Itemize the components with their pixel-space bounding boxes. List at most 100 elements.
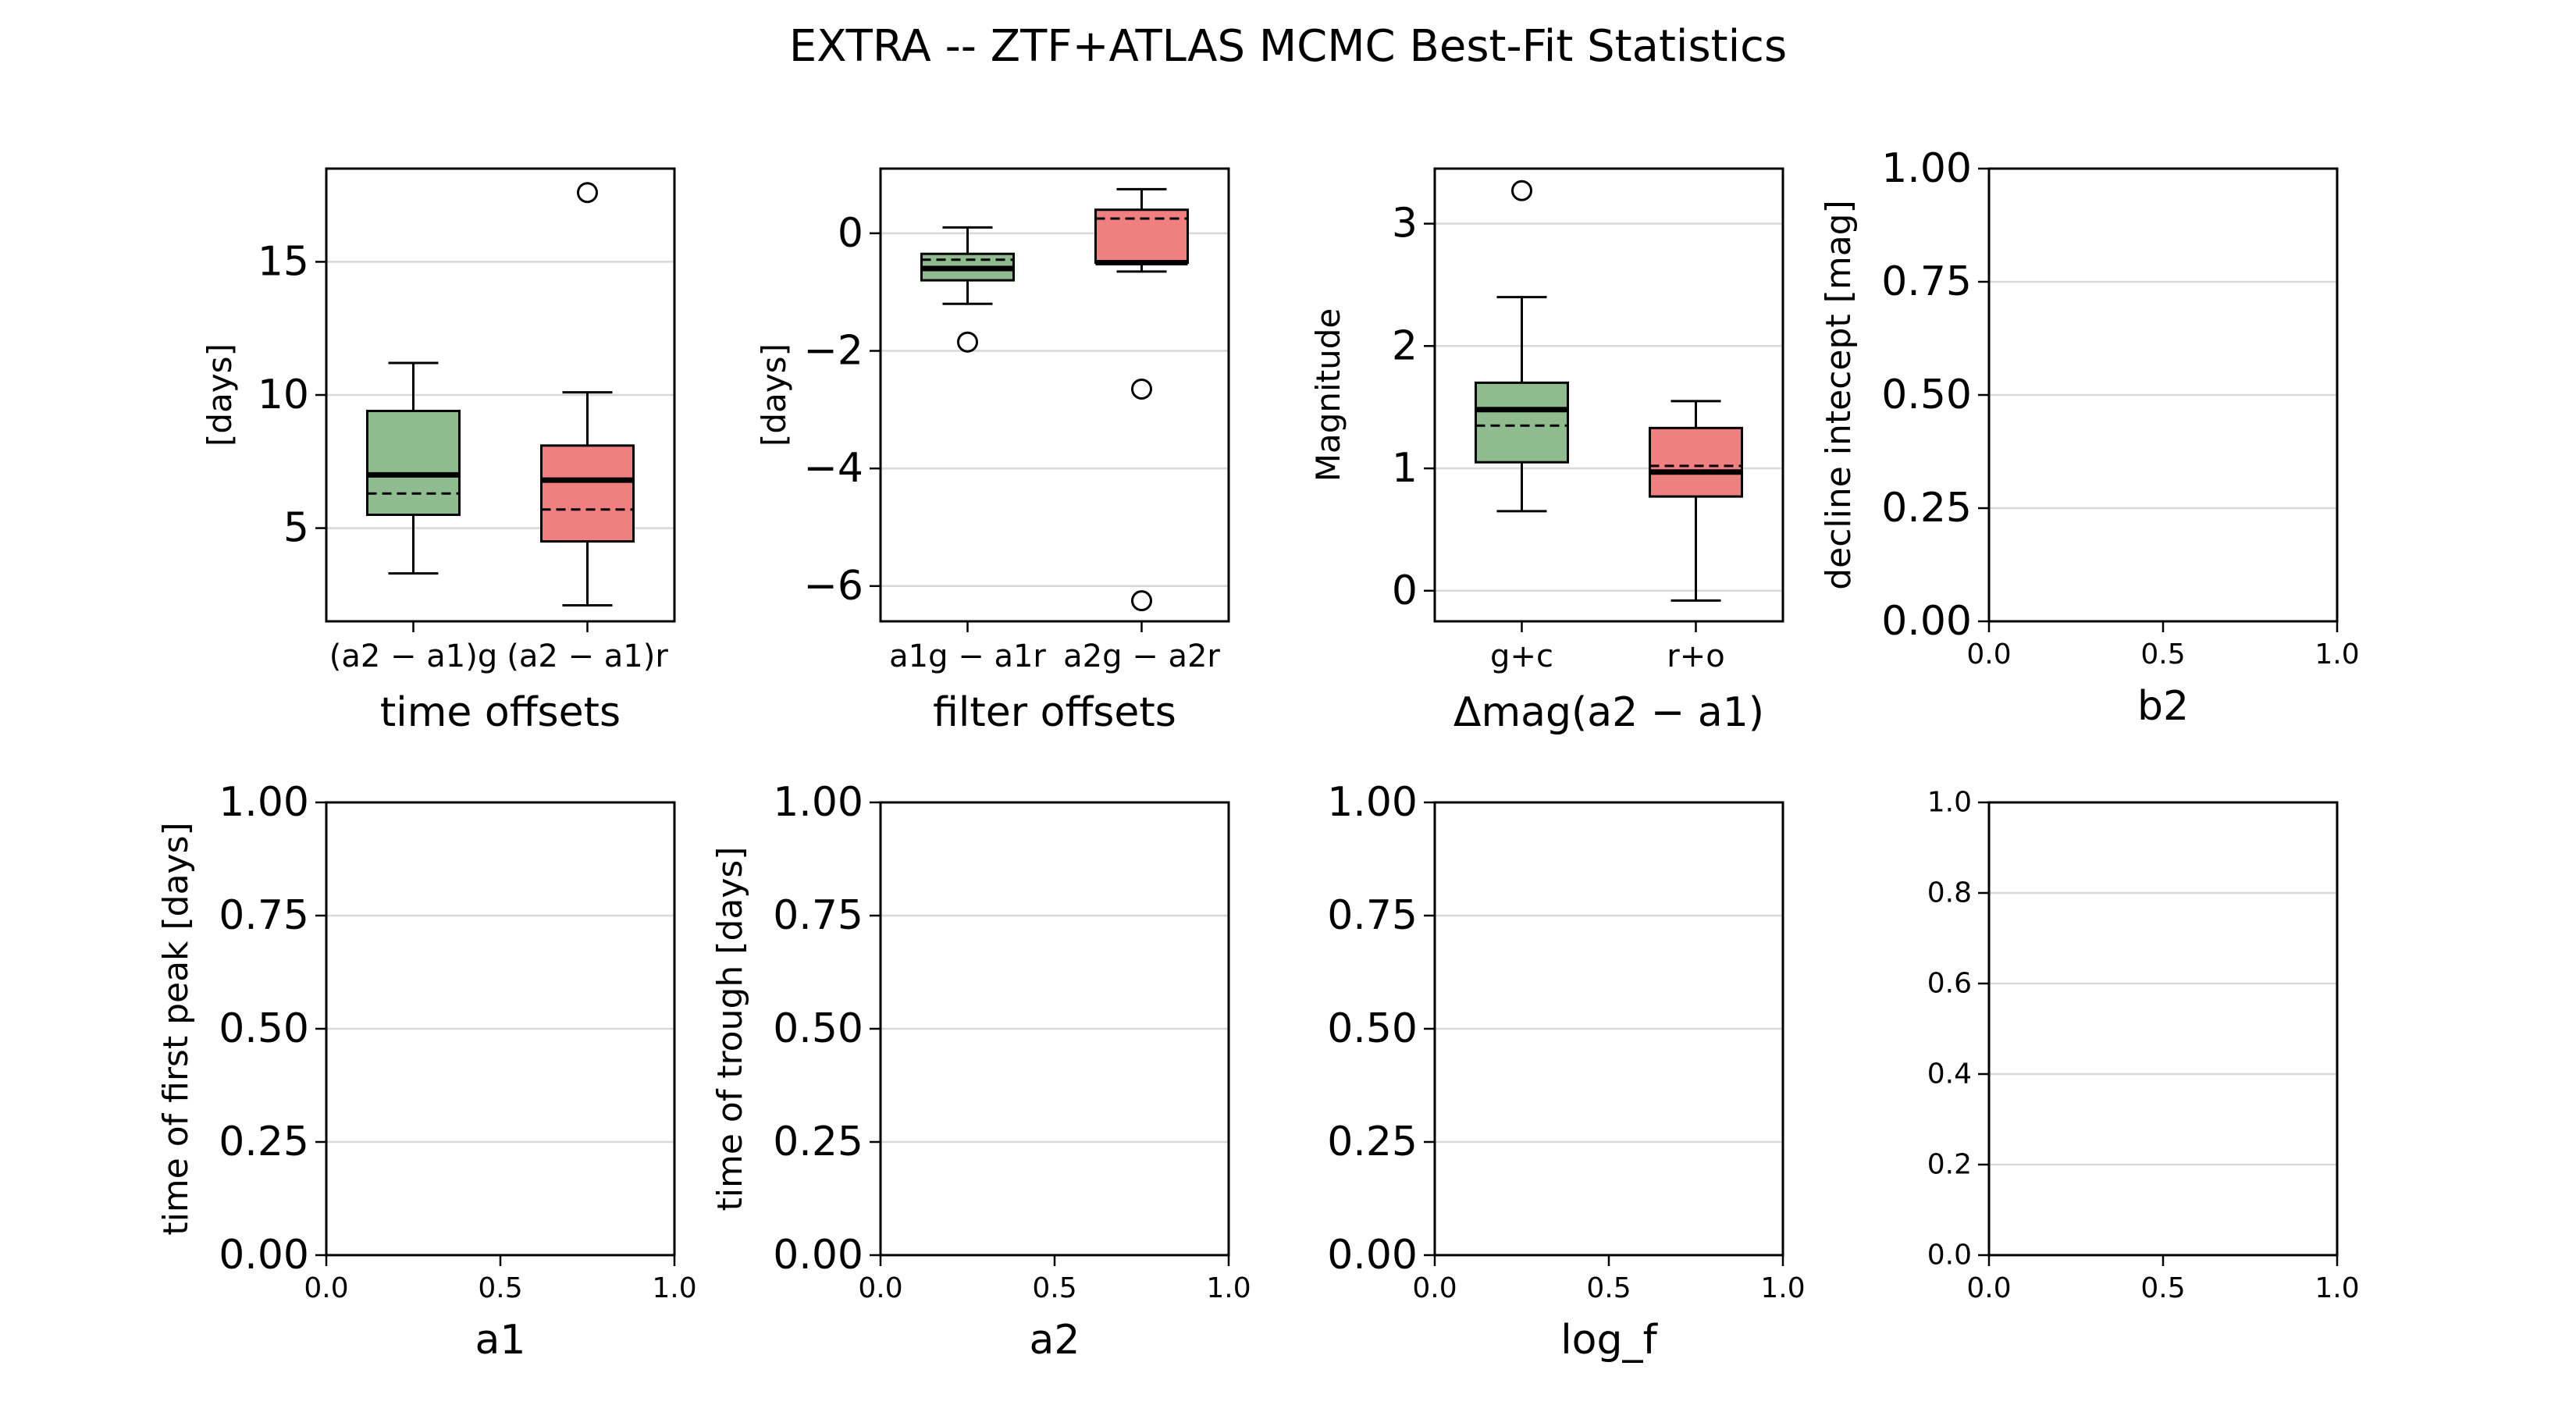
axes-frame xyxy=(325,167,676,623)
x-category-label: a2g − a2r xyxy=(1063,638,1220,674)
y-axis-label: decline intecept [mag] xyxy=(1819,200,1859,590)
y-tick-label: 0.2 xyxy=(1927,1149,1972,1181)
y-tick-label: 0.50 xyxy=(219,1005,309,1052)
box-1 xyxy=(1475,180,1569,513)
y-tick-label: 0.4 xyxy=(1927,1058,1972,1090)
x-tick-label: 0.0 xyxy=(1412,1272,1457,1304)
box-1 xyxy=(366,361,461,575)
x-axis-label: time offsets xyxy=(380,689,621,736)
x-tick-label: 0.5 xyxy=(2140,1272,2185,1304)
x-axis-label: log_f xyxy=(1560,1317,1658,1364)
x-category-label: r+o xyxy=(1667,638,1724,674)
chart-panel-4: 0.00 0.25 0.50 0.75 1.00 0.0 0.5 1.0 b2 decline i… xyxy=(1819,145,2360,730)
y-tick-label: 2 xyxy=(1392,322,1418,369)
y-tick-label: 0.25 xyxy=(1327,1119,1418,1165)
x-category-label: (a2 − a1)g xyxy=(329,638,497,674)
y-tick-label: 1.00 xyxy=(1881,145,1972,192)
y-tick-label: 0.50 xyxy=(773,1005,863,1052)
axes-frame xyxy=(325,801,676,1257)
y-tick-label: 1.00 xyxy=(773,779,863,826)
box-body xyxy=(366,409,461,517)
y-tick-label: −4 xyxy=(803,445,863,492)
y-tick-label: 1.00 xyxy=(1327,779,1418,826)
y-tick-label: −2 xyxy=(803,328,863,375)
y-tick-label: 0.50 xyxy=(1327,1005,1418,1052)
x-axis-label: b2 xyxy=(2137,683,2189,730)
box-2 xyxy=(1649,400,1743,602)
x-axis-label: a2 xyxy=(1030,1317,1080,1364)
axes-frame xyxy=(1433,801,1784,1257)
y-tick-label: 0.6 xyxy=(1927,968,1972,1000)
y-tick-label: 3 xyxy=(1392,201,1418,247)
y-tick-label: 0 xyxy=(838,210,863,257)
x-tick-label: 1.0 xyxy=(652,1272,696,1304)
x-axis-label: a1 xyxy=(475,1317,526,1364)
x-category-label: a1g − a1r xyxy=(889,638,1046,674)
axes-frame xyxy=(879,801,1230,1257)
y-tick-label: 1.00 xyxy=(219,779,309,826)
box-2 xyxy=(540,182,635,607)
x-category-label: (a2 − a1)r xyxy=(507,638,668,674)
x-tick-label: 0.5 xyxy=(478,1272,522,1304)
x-tick-label: 0.0 xyxy=(1966,638,2011,670)
y-axis-label: time of trough [days] xyxy=(710,847,750,1211)
y-tick-label: 0.75 xyxy=(1881,258,1972,305)
x-tick-label: 0.5 xyxy=(1032,1272,1076,1304)
y-axis-label: [days] xyxy=(201,343,239,446)
figure-title: EXTRA -- ZTF+ATLAS MCMC Best-Fit Statist… xyxy=(789,21,1787,72)
y-tick-label: 0.75 xyxy=(1327,892,1418,939)
x-tick-label: 0.5 xyxy=(2140,638,2185,670)
y-axis-label: time of first peak [days] xyxy=(156,822,196,1235)
y-tick-label: 15 xyxy=(258,238,309,285)
x-tick-label: 0.0 xyxy=(304,1272,348,1304)
y-tick-label: 0.75 xyxy=(219,892,309,939)
box-body xyxy=(540,444,635,543)
box-body xyxy=(1649,426,1743,498)
x-tick-label: 1.0 xyxy=(2314,638,2359,670)
y-tick-label: 0.00 xyxy=(1881,598,1972,645)
y-axis-label: [days] xyxy=(755,343,793,446)
outlier-point xyxy=(1131,590,1152,612)
y-tick-label: 0.25 xyxy=(773,1119,863,1165)
chart-panel-5: 0.00 0.25 0.50 0.75 1.00 0.0 0.5 1.0 a1 time of f… xyxy=(156,779,697,1364)
y-tick-label: 0.8 xyxy=(1927,877,1972,909)
y-tick-label: 0.00 xyxy=(219,1232,309,1279)
y-tick-label: 0.75 xyxy=(773,892,863,939)
x-tick-label: 1.0 xyxy=(1206,1272,1251,1304)
y-tick-label: 0.25 xyxy=(1881,485,1972,532)
box-1 xyxy=(920,226,1015,353)
chart-panel-6: 0.00 0.25 0.50 0.75 1.00 0.0 0.5 1.0 a2 time of t… xyxy=(710,779,1251,1364)
y-tick-label: 1.0 xyxy=(1927,787,1972,819)
chart-panel-3: 0 1 2 3 g+c r+o Δmag(a2 − a1) Magnitude xyxy=(1309,167,1784,736)
box-body xyxy=(1475,381,1569,464)
x-category-label: g+c xyxy=(1490,638,1553,674)
y-tick-label: 0.50 xyxy=(1881,372,1972,418)
y-tick-label: 0.0 xyxy=(1927,1240,1972,1272)
y-tick-label: 1 xyxy=(1392,445,1418,492)
axes-frame xyxy=(1433,167,1784,623)
x-tick-label: 0.0 xyxy=(1966,1272,2011,1304)
y-axis-label: Magnitude xyxy=(1309,308,1347,482)
chart-panel-1: 5 10 15 (a2 − a1)g (a2 − a1)r time offsets [da… xyxy=(201,167,676,736)
x-axis-label: filter offsets xyxy=(933,689,1176,736)
chart-panel-2: 0 −2 −4 −6 a1g − a1r a2g − a2r filter offsets [… xyxy=(755,167,1230,736)
y-tick-label: 0 xyxy=(1392,567,1418,614)
outlier-point xyxy=(1131,378,1152,400)
y-tick-label: −6 xyxy=(803,563,863,610)
y-tick-label: 10 xyxy=(258,372,309,418)
axes-frame xyxy=(1987,167,2339,623)
outlier-point xyxy=(577,182,598,204)
box-2 xyxy=(1094,187,1189,612)
axes-frame xyxy=(1987,801,2339,1257)
chart-panel-7: 0.00 0.25 0.50 0.75 1.00 0.0 0.5 1.0 log_f xyxy=(1327,779,1805,1364)
x-tick-label: 0.0 xyxy=(858,1272,902,1304)
x-tick-label: 1.0 xyxy=(2314,1272,2359,1304)
chart-panel-8: 0.0 0.2 0.4 0.6 0.8 1.0 0.0 0.5 1.0 xyxy=(1927,787,2360,1305)
x-tick-label: 0.5 xyxy=(1586,1272,1631,1304)
axes-frame xyxy=(879,167,1230,623)
y-tick-label: 0.00 xyxy=(773,1232,863,1279)
y-tick-label: 0.00 xyxy=(1327,1232,1418,1279)
x-tick-label: 1.0 xyxy=(1760,1272,1805,1304)
y-tick-label: 0.25 xyxy=(219,1119,309,1165)
